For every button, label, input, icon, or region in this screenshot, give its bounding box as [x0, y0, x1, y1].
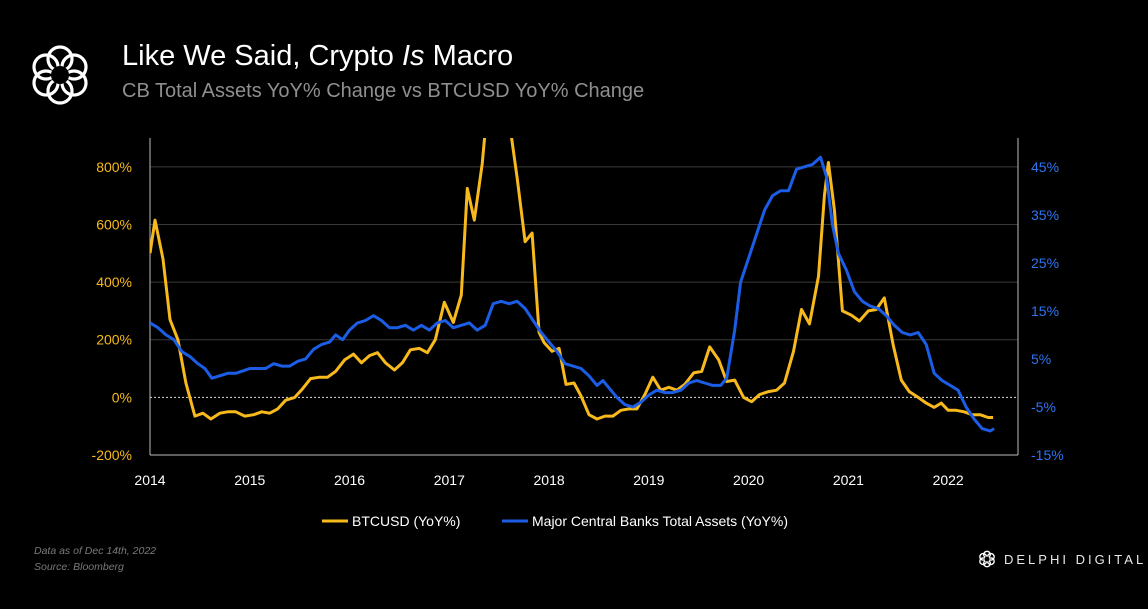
- source-note: Source: Bloomberg: [34, 561, 124, 573]
- y-right-tick-label: 15%: [1031, 303, 1059, 319]
- x-tick-label: 2015: [234, 472, 265, 488]
- y-right-tick-label: -15%: [1031, 447, 1064, 463]
- series-line-central-banks: [150, 155, 995, 433]
- x-tick-label: 2020: [733, 472, 764, 488]
- y-left-tick-label: 800%: [96, 159, 132, 175]
- legend-label: BTCUSD (YoY%): [352, 513, 460, 529]
- title-end: Macro: [432, 40, 514, 72]
- delphi-logo-icon: [32, 45, 88, 105]
- y-right-tick-label: 5%: [1031, 351, 1051, 367]
- series-line-btcusd: [150, 138, 994, 421]
- brand-name: DELPHI DIGITAL: [1004, 552, 1147, 567]
- x-tick-label: 2021: [833, 472, 864, 488]
- y-right-tick-label: 35%: [1031, 207, 1059, 223]
- x-tick-label: 2017: [434, 472, 465, 488]
- legend-label: Major Central Banks Total Assets (YoY%): [532, 513, 788, 529]
- data-date-note: Data as of Dec 14th, 2022: [34, 545, 156, 557]
- x-tick-label: 2022: [933, 472, 964, 488]
- title-italic: Is: [401, 40, 425, 72]
- y-right-tick-label: 25%: [1031, 255, 1059, 271]
- y-left-tick-label: 400%: [96, 274, 132, 290]
- x-tick-label: 2018: [534, 472, 565, 488]
- brand-logo-icon: [979, 550, 995, 568]
- y-right-tick-label: -5%: [1031, 399, 1056, 415]
- x-tick-label: 2014: [134, 472, 165, 488]
- chart-subtitle: CB Total Assets YoY% Change vs BTCUSD Yo…: [122, 80, 645, 102]
- y-left-tick-label: 0%: [112, 389, 132, 405]
- title-main: Like We Said, Crypto: [122, 40, 394, 72]
- x-tick-label: 2019: [633, 472, 664, 488]
- x-tick-label: 2016: [334, 472, 365, 488]
- y-left-tick-label: -200%: [92, 447, 132, 463]
- y-left-tick-label: 600%: [96, 216, 132, 232]
- y-right-tick-label: 45%: [1031, 159, 1059, 175]
- chart-title: Like We Said, Crypto Is Macro: [122, 40, 513, 73]
- y-left-tick-label: 200%: [96, 332, 132, 348]
